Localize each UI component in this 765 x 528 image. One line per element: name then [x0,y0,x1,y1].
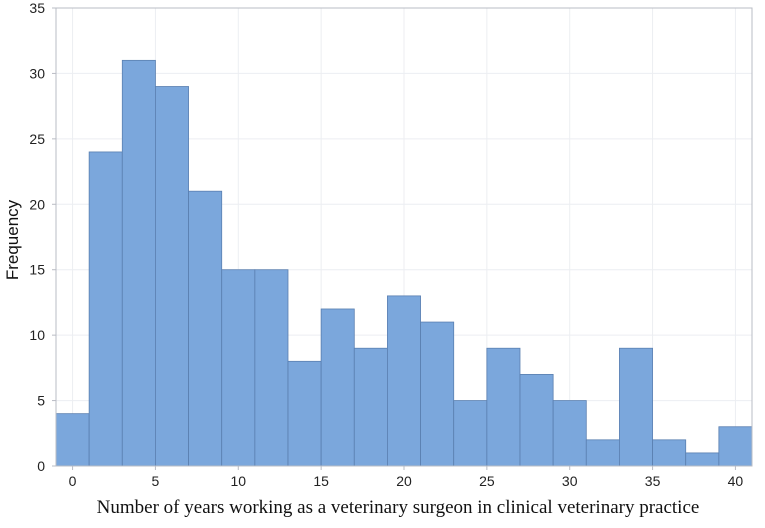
y-tick-label: 25 [29,131,45,147]
histogram-bar [121,59,156,467]
y-tick-label: 0 [37,458,45,474]
x-tick-label: 10 [230,473,246,489]
histogram-bar [88,151,123,467]
histogram-bar [652,439,687,467]
y-tick-label: 30 [29,65,45,81]
histogram-bar [552,400,587,467]
y-tick-label: 35 [29,0,45,16]
histogram-bar [353,347,388,467]
y-axis-ticks: 0 5 10 15 20 25 30 35 [29,0,56,474]
histogram-bar [486,347,521,467]
x-axis-ticks: 0 5 10 15 20 25 30 35 40 [69,466,744,489]
x-tick-label: 40 [728,473,744,489]
histogram-bars [55,59,753,467]
histogram-bar [585,439,620,467]
x-axis-title: Number of years working as a veterinary … [97,497,700,518]
y-axis-title: Frequency [3,199,22,280]
x-tick-label: 35 [645,473,661,489]
x-tick-label: 25 [479,473,495,489]
histogram-bar [420,321,455,467]
x-tick-label: 30 [562,473,578,489]
histogram-bar [155,86,189,467]
x-tick-label: 15 [313,473,329,489]
histogram-bar [221,269,256,467]
histogram-bar [287,360,322,467]
x-tick-label: 0 [69,473,77,489]
x-tick-label: 5 [152,473,160,489]
y-tick-label: 20 [29,196,45,212]
histogram-bar [718,426,753,467]
histogram-bar [188,190,223,467]
histogram-bar [254,269,289,467]
histogram-bar [619,347,653,467]
y-tick-label: 15 [29,262,45,278]
x-tick-label: 20 [396,473,412,489]
histogram-bar [320,308,355,467]
histogram-bar [685,452,720,467]
histogram-bar [387,295,421,467]
y-tick-label: 10 [29,327,45,343]
histogram-bar [55,413,90,467]
histogram-bar [519,373,554,467]
histogram-bar [453,400,488,467]
y-tick-label: 5 [37,393,45,409]
